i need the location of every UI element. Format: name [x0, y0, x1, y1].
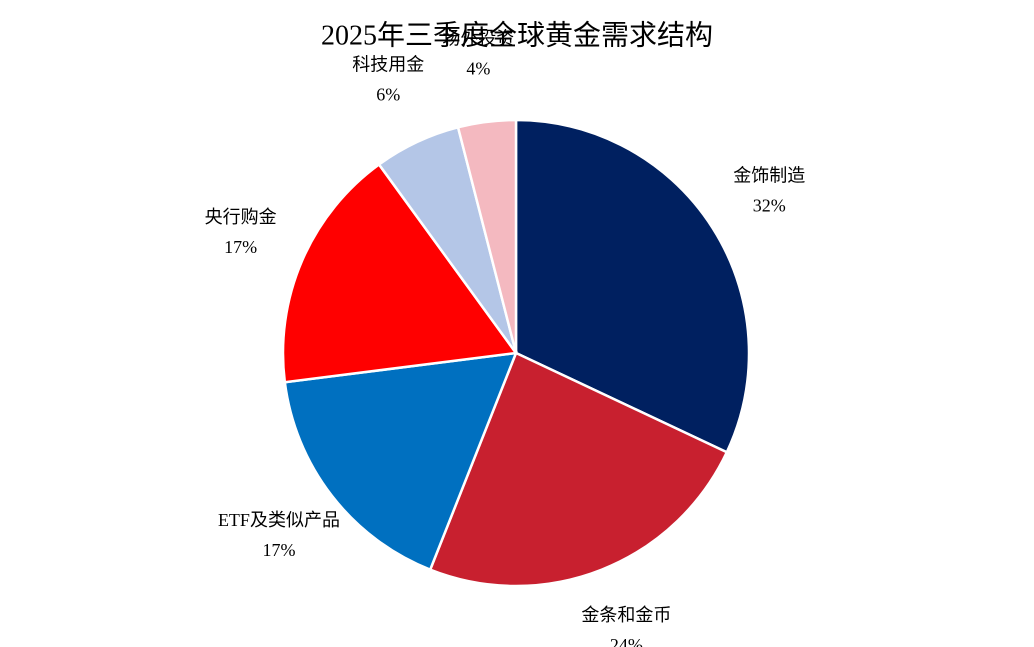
slice-label: ETF及类似产品 [218, 510, 340, 530]
slice-label: 央行购金 [205, 207, 277, 227]
pie-slice [456, 118, 518, 354]
slice-label: 科技用金 [352, 55, 424, 75]
slice-label: 金饰制造 [733, 165, 805, 185]
pie-slice [281, 162, 519, 384]
pie-slice [283, 351, 518, 572]
value-label: 17% [224, 237, 257, 257]
value-label: 32% [753, 195, 786, 215]
value-label: 6% [376, 85, 400, 105]
value-label: 17% [262, 540, 295, 560]
chart-title: 2025年三季度全球黄金需求结构 [321, 19, 713, 51]
slice-label: 场外投资 [442, 28, 514, 48]
pie-slice [514, 118, 751, 454]
slice-label: 金条和金币 [581, 605, 671, 625]
value-label: 4% [466, 58, 490, 78]
pie-slice [428, 351, 729, 588]
value-label: 24% [610, 635, 643, 647]
